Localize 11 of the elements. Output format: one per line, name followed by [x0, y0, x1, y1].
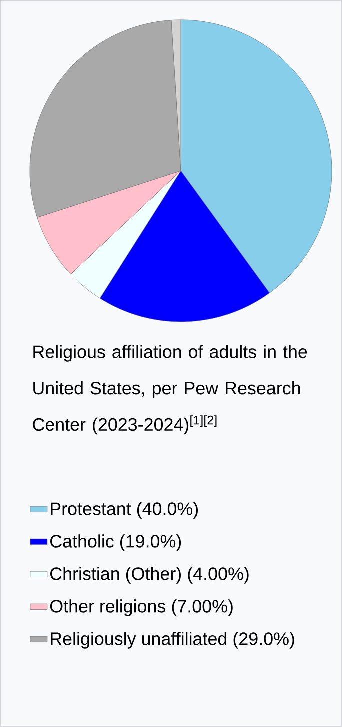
data-label: (7.00%): [172, 600, 233, 616]
legend-label: Other religions: [50, 600, 166, 616]
text: Religious affiliation of adults in the United States, per Pew Research Center (2023-2024)$^{[1][2]}$: [33, 345, 308, 435]
data-label: (29.0%): [234, 632, 294, 649]
legend-label: Protestant: [51, 502, 132, 516]
data-label: (19.0%): [120, 534, 182, 552]
data-label: (4.00%): [188, 567, 249, 584]
legend-label: Religiously unaffiliated: [51, 632, 227, 649]
data-label: (40.0%): [137, 502, 198, 519]
legend-label: Christian (Other): [50, 567, 181, 584]
legend-label: Catholic: [50, 534, 114, 548]
